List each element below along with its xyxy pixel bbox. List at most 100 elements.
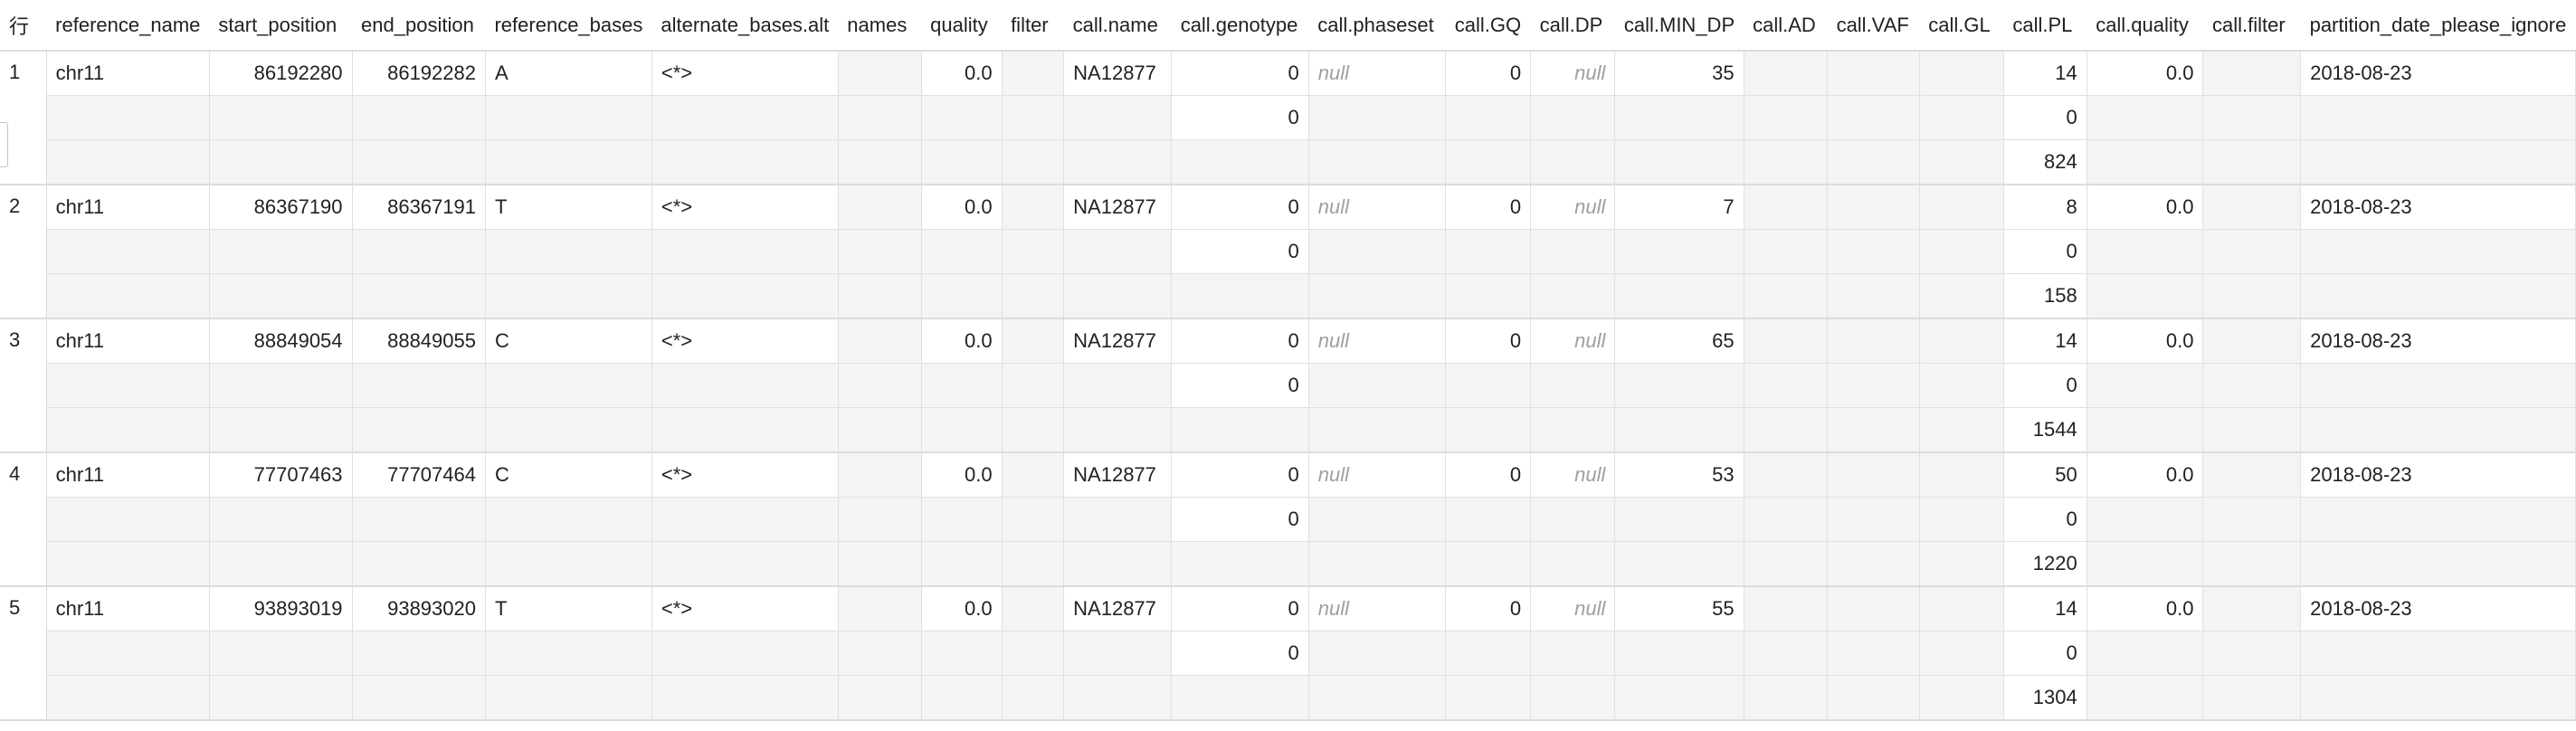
col-header-call-vaf[interactable]: call.VAF: [1827, 0, 1920, 52]
cell-reference-bases[interactable]: C: [485, 318, 652, 364]
col-header-start-position[interactable]: start_position: [209, 0, 353, 52]
cell-call-min-dp[interactable]: 53: [1614, 452, 1744, 498]
cell-reference-bases[interactable]: T: [485, 586, 652, 631]
col-header-call-quality[interactable]: call.quality: [2086, 0, 2203, 52]
cell-call-genotype[interactable]: 0: [1171, 631, 1309, 676]
cell-alternate-bases-alt[interactable]: <*>: [651, 185, 839, 230]
col-header-names[interactable]: names: [838, 0, 922, 52]
cell-call-filter[interactable]: [2202, 586, 2302, 631]
cell-end-position[interactable]: 88849055: [352, 318, 486, 364]
cell-call-quality[interactable]: 0.0: [2086, 586, 2204, 631]
cell-call-gq[interactable]: 0: [1445, 51, 1532, 96]
cell-call-pl[interactable]: 1220: [2003, 541, 2087, 587]
cell-call-min-dp[interactable]: 65: [1614, 318, 1744, 364]
cell-end-position[interactable]: 77707464: [352, 452, 486, 498]
cell-call-genotype[interactable]: 0: [1171, 318, 1309, 364]
cell-quality[interactable]: 0.0: [921, 586, 1003, 631]
cell-call-dp[interactable]: null: [1530, 318, 1616, 364]
cell-call-pl[interactable]: 1304: [2003, 675, 2087, 721]
cell-call-genotype[interactable]: 0: [1171, 363, 1309, 408]
cell-call-pl[interactable]: 0: [2003, 95, 2087, 140]
col-header-call-filter[interactable]: call.filter: [2202, 0, 2301, 52]
cell-reference-bases[interactable]: T: [485, 185, 652, 230]
cell-filter[interactable]: [1002, 452, 1065, 498]
cell-start-position[interactable]: 88849054: [209, 318, 353, 364]
cell-alternate-bases-alt[interactable]: <*>: [651, 452, 839, 498]
col-header-call-dp[interactable]: call.DP: [1530, 0, 1615, 52]
cell-reference-bases[interactable]: A: [485, 51, 652, 96]
col-header-filter[interactable]: filter: [1002, 0, 1064, 52]
cell-call-quality[interactable]: 0.0: [2086, 452, 2204, 498]
col-header-reference-bases[interactable]: reference_bases: [485, 0, 652, 52]
cell-quality[interactable]: 0.0: [921, 318, 1003, 364]
cell-call-pl[interactable]: 8: [2003, 185, 2087, 230]
cell-filter[interactable]: [1002, 586, 1065, 631]
cell-call-min-dp[interactable]: 55: [1614, 586, 1744, 631]
cell-call-pl[interactable]: 824: [2003, 139, 2087, 185]
cell-call-filter[interactable]: [2202, 185, 2302, 230]
cell-call-ad[interactable]: [1744, 51, 1829, 96]
cell-call-quality[interactable]: 0.0: [2086, 51, 2204, 96]
table-row[interactable]: 5 chr11 93893019 93893020 T <*> 0.0 NA12…: [0, 586, 2576, 721]
table-row[interactable]: 4 chr11 77707463 77707464 C <*> 0.0 NA12…: [0, 452, 2576, 587]
col-header-quality[interactable]: quality: [921, 0, 1003, 52]
cell-call-genotype[interactable]: 0: [1171, 95, 1309, 140]
cell-call-genotype[interactable]: 0: [1171, 185, 1309, 230]
cell-reference-name[interactable]: chr11: [46, 318, 210, 364]
cell-call-genotype[interactable]: 0: [1171, 51, 1309, 96]
cell-start-position[interactable]: 86192280: [209, 51, 353, 96]
cell-call-pl[interactable]: 14: [2003, 586, 2087, 631]
cell-call-gl[interactable]: [1919, 185, 2004, 230]
cell-partition-date[interactable]: 2018-08-23: [2300, 586, 2576, 631]
col-header-call-phaseset[interactable]: call.phaseset: [1308, 0, 1446, 52]
cell-partition-date[interactable]: 2018-08-23: [2300, 185, 2576, 230]
cell-call-genotype[interactable]: 0: [1171, 229, 1309, 274]
cell-reference-name[interactable]: chr11: [46, 51, 210, 96]
cell-call-vaf[interactable]: [1827, 185, 1920, 230]
cell-call-pl[interactable]: 14: [2003, 51, 2087, 96]
cell-alternate-bases-alt[interactable]: <*>: [651, 318, 839, 364]
cell-names[interactable]: [838, 452, 922, 498]
cell-call-name[interactable]: NA12877: [1063, 452, 1173, 498]
col-header-call-gl[interactable]: call.GL: [1919, 0, 2004, 52]
cell-names[interactable]: [838, 185, 922, 230]
table-row[interactable]: 3 chr11 88849054 88849055 C <*> 0.0 NA12…: [0, 318, 2576, 453]
cell-call-filter[interactable]: [2202, 452, 2302, 498]
cell-call-name[interactable]: NA12877: [1063, 318, 1173, 364]
cell-end-position[interactable]: 86192282: [352, 51, 486, 96]
cell-call-ad[interactable]: [1744, 318, 1829, 364]
cell-alternate-bases-alt[interactable]: <*>: [651, 51, 839, 96]
cell-filter[interactable]: [1002, 51, 1065, 96]
cell-filter[interactable]: [1002, 318, 1065, 364]
table-row[interactable]: 2 chr11 86367190 86367191 T <*> 0.0 NA12…: [0, 185, 2576, 319]
cell-call-genotype[interactable]: 0: [1171, 586, 1309, 631]
cell-names[interactable]: [838, 318, 922, 364]
cell-call-min-dp[interactable]: 35: [1614, 51, 1744, 96]
cell-filter[interactable]: [1002, 185, 1065, 230]
cell-call-pl[interactable]: 1544: [2003, 407, 2087, 453]
cell-end-position[interactable]: 86367191: [352, 185, 486, 230]
cell-call-dp[interactable]: null: [1530, 185, 1616, 230]
cell-call-ad[interactable]: [1744, 452, 1829, 498]
cell-call-filter[interactable]: [2202, 51, 2302, 96]
col-header-call-name[interactable]: call.name: [1063, 0, 1172, 52]
col-header-call-genotype[interactable]: call.genotype: [1171, 0, 1309, 52]
cell-start-position[interactable]: 86367190: [209, 185, 353, 230]
cell-call-quality[interactable]: 0.0: [2086, 318, 2204, 364]
column-resize-handle[interactable]: [0, 122, 8, 167]
cell-call-gl[interactable]: [1919, 586, 2004, 631]
cell-call-genotype[interactable]: 0: [1171, 452, 1309, 498]
col-header-reference-name[interactable]: reference_name: [46, 0, 210, 52]
table-row[interactable]: 1 chr11 86192280 86192282 A <*> 0.0 NA12…: [0, 51, 2576, 185]
cell-call-dp[interactable]: null: [1530, 452, 1616, 498]
col-header-row-number[interactable]: 行: [0, 0, 47, 52]
cell-call-pl[interactable]: 158: [2003, 273, 2087, 319]
cell-call-vaf[interactable]: [1827, 318, 1920, 364]
cell-call-vaf[interactable]: [1827, 586, 1920, 631]
cell-call-phaseset[interactable]: null: [1308, 586, 1447, 631]
cell-call-phaseset[interactable]: null: [1308, 318, 1447, 364]
cell-quality[interactable]: 0.0: [921, 51, 1003, 96]
col-header-end-position[interactable]: end_position: [352, 0, 486, 52]
cell-quality[interactable]: 0.0: [921, 185, 1003, 230]
cell-partition-date[interactable]: 2018-08-23: [2300, 452, 2576, 498]
